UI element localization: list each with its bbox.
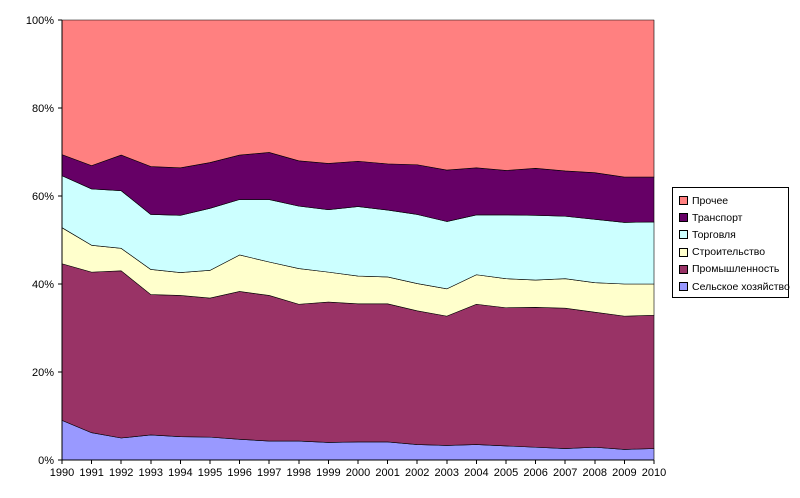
x-tick-label: 2004: [464, 467, 488, 479]
x-tick-label: 2006: [523, 467, 547, 479]
y-axis-tick-labels: 0% 20% 40% 60% 80% 100%: [26, 15, 54, 467]
x-tick-label: 2003: [435, 467, 459, 479]
legend-swatch: [679, 196, 688, 206]
y-tick-label: 20%: [32, 367, 54, 379]
x-tick-label: 1992: [109, 467, 133, 479]
x-tick-label: 2005: [494, 467, 518, 479]
legend-item: Строительство: [679, 244, 788, 261]
chart-legend: Прочее Транспорт Торговля Строительство Пром…: [672, 187, 790, 298]
x-tick-label: 2000: [346, 467, 370, 479]
legend-label: Сельское хозяйство: [692, 280, 790, 293]
legend-item: Сельское хозяйство: [679, 278, 790, 295]
legend-label: Строительство: [692, 246, 766, 259]
x-tick-label: 1993: [139, 467, 163, 479]
x-tick-label: 1997: [257, 467, 281, 479]
x-tick-label: 1994: [168, 467, 192, 479]
x-tick-label: 2008: [583, 467, 607, 479]
y-tick-label: 100%: [26, 15, 54, 27]
y-tick-label: 80%: [32, 103, 54, 115]
x-tick-label: 1995: [198, 467, 222, 479]
x-axis-tick-labels: 1990 1991 1992 1993 1994 1995 1996 1997 1998 1999…: [50, 467, 666, 479]
legend-label: Транспорт: [692, 211, 743, 224]
legend-label: Торговля: [692, 228, 736, 241]
legend-label: Прочее: [692, 194, 729, 207]
legend-swatch: [679, 264, 688, 274]
y-tick-label: 0%: [38, 455, 54, 467]
axes: [58, 19, 655, 464]
area-layers: [61, 19, 655, 461]
x-tick-label: 1996: [227, 467, 251, 479]
x-tick-label: 2001: [375, 467, 399, 479]
x-tick-label: 1998: [287, 467, 311, 479]
legend-item: Транспорт: [679, 209, 788, 226]
legend-swatch: [679, 230, 688, 240]
x-tick-label: 1999: [316, 467, 340, 479]
legend-label: Промышленность: [692, 263, 780, 276]
y-tick-label: 60%: [32, 191, 54, 203]
legend-item: Прочее: [679, 192, 788, 209]
x-tick-label: 1991: [79, 467, 103, 479]
legend-swatch: [679, 282, 688, 292]
legend-item: Торговля: [679, 226, 788, 243]
legend-item: Промышленность: [679, 261, 788, 278]
x-tick-label: 2002: [405, 467, 429, 479]
x-tick-label: 2009: [612, 467, 636, 479]
area-series-5: [61, 19, 655, 178]
x-tick-label: 2007: [553, 467, 577, 479]
x-tick-label: 1990: [50, 467, 74, 479]
x-tick-label: 2010: [642, 467, 666, 479]
y-tick-label: 40%: [32, 279, 54, 291]
legend-swatch: [679, 213, 688, 223]
legend-swatch: [679, 247, 688, 257]
